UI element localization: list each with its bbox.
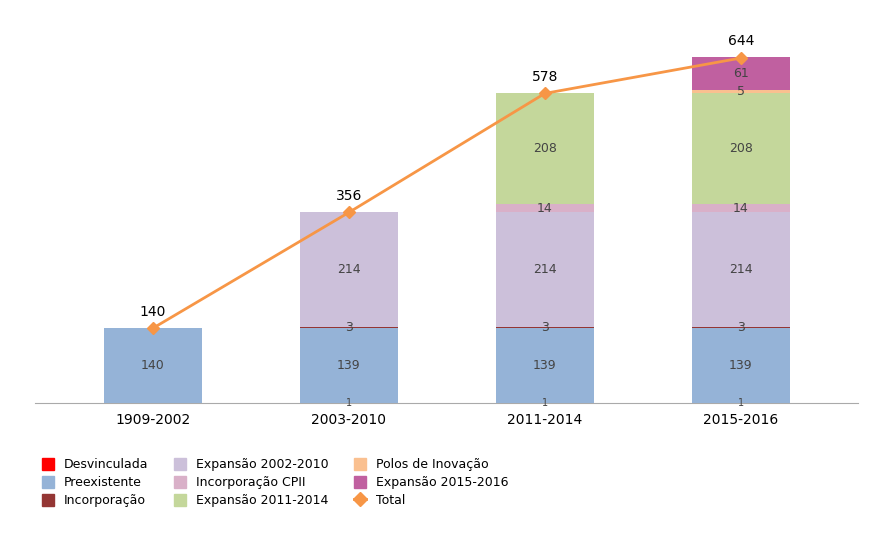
Text: 214: 214 <box>533 263 557 276</box>
Total <box>148 325 158 332</box>
Text: 139: 139 <box>729 359 752 372</box>
Text: 5: 5 <box>737 85 745 98</box>
Text: 3: 3 <box>737 321 745 334</box>
Text: 140: 140 <box>141 359 165 372</box>
Total <box>540 90 550 97</box>
Bar <box>496 326 594 328</box>
Text: 14: 14 <box>537 202 553 214</box>
Total <box>343 209 354 216</box>
Text: 61: 61 <box>733 67 749 80</box>
Legend: Desvinculada, Preexistente, Incorporação, Expansão 2002-2010, Incorporação CPII,: Desvinculada, Preexistente, Incorporação… <box>42 458 509 507</box>
Bar <box>692 204 789 212</box>
Total <box>735 55 746 62</box>
Text: 644: 644 <box>727 34 754 48</box>
Text: 356: 356 <box>335 189 362 203</box>
Text: 208: 208 <box>533 142 557 155</box>
Bar <box>496 328 594 403</box>
Bar <box>300 326 398 328</box>
Bar <box>104 328 202 403</box>
Bar <box>496 212 594 326</box>
Bar <box>300 328 398 403</box>
Text: 1: 1 <box>542 398 548 408</box>
Text: 140: 140 <box>140 305 166 319</box>
Text: 208: 208 <box>729 142 753 155</box>
Bar <box>692 212 789 326</box>
Bar <box>692 58 789 90</box>
Text: 214: 214 <box>729 263 752 276</box>
Text: 3: 3 <box>345 321 353 334</box>
Bar <box>692 328 789 403</box>
Text: 14: 14 <box>733 202 749 214</box>
Bar <box>300 212 398 326</box>
Bar <box>692 93 789 204</box>
Bar <box>496 204 594 212</box>
Line: Total: Total <box>149 54 745 332</box>
Bar <box>496 93 594 204</box>
Text: 1: 1 <box>346 398 352 408</box>
Text: 3: 3 <box>541 321 549 334</box>
Text: 139: 139 <box>337 359 361 372</box>
Text: 214: 214 <box>337 263 361 276</box>
Text: 1: 1 <box>738 398 744 408</box>
Text: 139: 139 <box>533 359 557 372</box>
Text: 578: 578 <box>532 70 558 84</box>
Bar <box>692 326 789 328</box>
Bar <box>692 90 789 93</box>
